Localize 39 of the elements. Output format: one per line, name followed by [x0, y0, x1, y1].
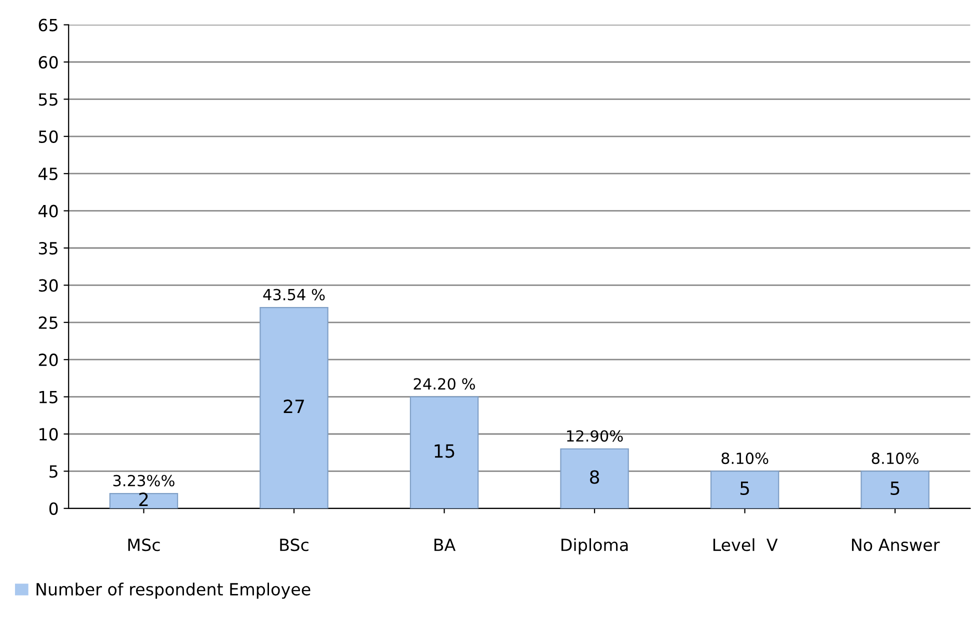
legend-label: Number of respondent Employee [36, 582, 310, 599]
y-tick-label: 30 [38, 279, 58, 292]
y-tick-label: 5 [50, 465, 58, 478]
x-tick-label: MSc [128, 538, 160, 552]
y-tick-label: 25 [38, 316, 58, 329]
y-tick-label: 35 [38, 242, 58, 255]
bar [560, 448, 629, 508]
annotation: 24.20 % [414, 378, 475, 390]
x-tick-label: Diploma [562, 538, 628, 554]
y-tick-label: 55 [38, 93, 58, 106]
data-label: 15 [434, 444, 454, 458]
data-label: 27 [284, 400, 304, 413]
y-tick-label: 15 [40, 390, 58, 404]
y-tick-label: 10 [40, 428, 58, 441]
annotation: 3.23%% [113, 474, 174, 486]
bar [710, 470, 780, 508]
y-tick-label: 20 [38, 354, 58, 366]
y-tick-label: 65 [38, 18, 58, 32]
y-tick-label: 60 [38, 56, 58, 69]
y-tick-label: 50 [38, 130, 58, 143]
x-tick-label: No Answer [852, 538, 940, 552]
y-tick-label: 0 [49, 502, 58, 515]
bar [860, 470, 930, 508]
data-label: 2 [139, 492, 148, 506]
y-tick-label: 45 [38, 168, 58, 180]
data-label: 5 [890, 482, 900, 496]
bar [410, 396, 479, 508]
bar [109, 492, 178, 508]
annotation: 43.54 % [263, 288, 325, 300]
x-tick-label: Level V [713, 538, 778, 552]
annotation: 8.10% [722, 452, 768, 464]
bar [260, 306, 328, 508]
y-tick-label: 40 [38, 204, 58, 218]
x-tick-label: BA [434, 538, 456, 551]
data-label: 8 [590, 470, 600, 484]
annotation: 12.90% [567, 430, 623, 442]
annotation: 8.10% [872, 452, 918, 464]
data-label: 5 [740, 482, 749, 496]
x-tick-label: BSc [280, 538, 308, 552]
